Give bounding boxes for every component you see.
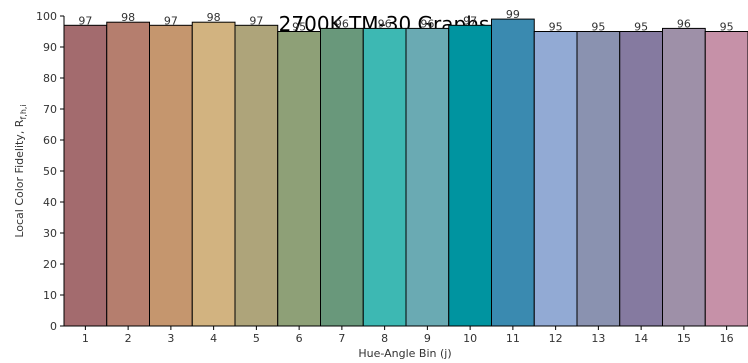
x-tick-label-6: 6 [296,332,303,345]
x-tick-label-12: 12 [549,332,563,345]
x-tick-label-11: 11 [506,332,520,345]
x-tick-label-16: 16 [720,332,734,345]
x-tick-label-15: 15 [677,332,691,345]
data-label-9: 96 [420,17,434,30]
bar-4 [191,21,236,327]
bar-8 [362,27,407,327]
bar-13 [576,31,621,327]
data-label-5: 97 [249,14,263,27]
y-axis-label-subscript: f,h,i [19,104,28,119]
data-label-2: 98 [121,11,135,24]
data-label-15: 96 [677,17,691,30]
bar-16 [704,31,748,327]
data-label-6: 95 [292,21,306,34]
y-tick-label-40: 40 [43,196,57,209]
y-tick-label-20: 20 [43,258,57,271]
data-label-14: 95 [634,21,648,34]
bar-12 [533,31,578,327]
bar-2 [106,21,150,327]
data-label-11: 99 [506,8,520,21]
data-label-16: 95 [720,21,734,34]
y-tick-label-10: 10 [43,289,57,302]
y-axis-label-main: Local Color Fidelity, R [13,119,26,237]
x-tick-label-8: 8 [381,332,388,345]
x-tick-label-3: 3 [167,332,174,345]
bar-3 [149,24,193,327]
bars-group [63,18,748,327]
x-axis-label: Hue-Angle Bin (j) [358,347,451,360]
bar-11 [491,18,535,327]
y-tick-label-90: 90 [43,41,57,54]
y-tick-label-50: 50 [43,165,57,178]
data-label-13: 95 [591,21,605,34]
bar-6 [277,31,321,327]
y-axis-label: Local Color Fidelity, Rf,h,i [13,104,28,237]
y-ticks-group: 0 10 20 30 40 50 60 70 80 90 100 [36,10,64,333]
y-tick-label-0: 0 [50,320,57,333]
x-tick-label-7: 7 [338,332,345,345]
x-tick-label-9: 9 [424,332,431,345]
x-tick-label-4: 4 [210,332,217,345]
bar-15 [662,27,706,327]
x-tick-label-5: 5 [253,332,260,345]
y-tick-label-70: 70 [43,103,57,116]
data-label-7: 96 [335,17,349,30]
y-tick-label-60: 60 [43,134,57,147]
bar-1 [63,24,108,327]
data-label-10: 97 [463,14,477,27]
data-label-8: 96 [378,17,392,30]
data-label-4: 98 [207,11,221,24]
x-tick-label-14: 14 [634,332,648,345]
y-tick-label-100: 100 [36,10,57,23]
bar-10 [448,24,492,327]
x-tick-label-1: 1 [82,332,89,345]
bar-7 [320,27,364,327]
x-tick-label-13: 13 [591,332,605,345]
x-ticks-group: 1 2 3 4 5 6 7 8 9 10 11 12 13 14 15 16 [82,326,734,345]
data-labels-group: 97 98 97 98 97 95 96 96 96 97 99 95 95 95 96 95 [78,8,733,33]
bar-14 [619,31,663,327]
data-label-1: 97 [78,14,92,27]
bar-5 [234,24,279,327]
y-tick-label-30: 30 [43,227,57,240]
x-tick-label-2: 2 [125,332,132,345]
x-tick-label-10: 10 [463,332,477,345]
data-label-3: 97 [164,14,178,27]
data-label-12: 95 [549,21,563,34]
bar-9 [405,27,450,327]
y-tick-label-80: 80 [43,72,57,85]
